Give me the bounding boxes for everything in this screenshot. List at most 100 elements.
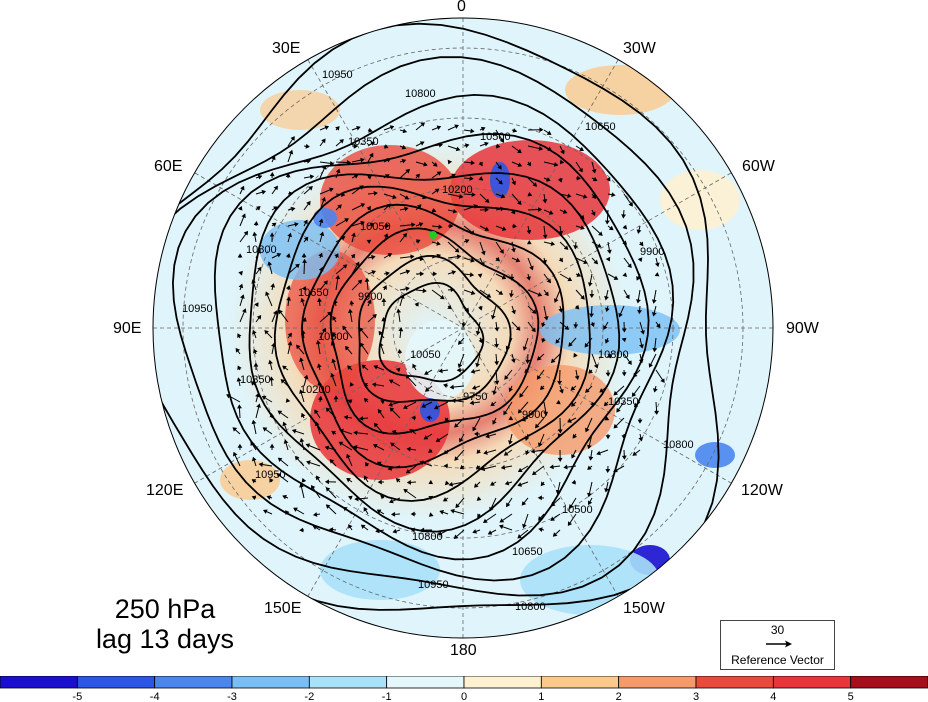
wind-vector-head xyxy=(354,496,359,502)
wind-vector-head xyxy=(498,524,504,530)
colorbar-tick-label: 3 xyxy=(693,691,699,702)
wind-vector-head xyxy=(538,527,543,532)
wind-vector-head xyxy=(269,232,275,237)
wind-vector-head xyxy=(350,253,356,259)
wind-vector-head xyxy=(301,253,307,258)
wind-vector-head xyxy=(389,407,395,412)
wind-vector-head xyxy=(627,360,632,365)
wind-vector-head xyxy=(534,423,540,429)
wind-vector-head xyxy=(321,138,326,144)
wind-vector-head xyxy=(558,257,563,263)
wind-vector-head xyxy=(564,325,570,330)
longitude-label-120e: 120E xyxy=(146,482,184,499)
wind-vector-head xyxy=(501,274,507,280)
wind-vector-head xyxy=(276,473,282,478)
wind-vector-head xyxy=(655,323,661,329)
wind-vector-head xyxy=(318,252,323,258)
wind-vector-head xyxy=(622,224,628,230)
wind-vector-head xyxy=(599,388,605,393)
wind-vector-head xyxy=(256,315,262,320)
wind-vector-head xyxy=(252,329,257,335)
wind-vector-head xyxy=(478,161,483,167)
wind-vector-head xyxy=(536,356,542,361)
wind-vector-head xyxy=(576,272,582,277)
wind-vector-head xyxy=(515,326,521,331)
wind-vector-head xyxy=(571,453,576,459)
wind-vector-head xyxy=(357,279,363,285)
wind-vector-head xyxy=(364,462,370,467)
wind-vector-head xyxy=(404,206,409,212)
longitude-label-120w: 120W xyxy=(741,482,783,499)
wind-vector-head xyxy=(391,430,397,435)
wind-vector-head xyxy=(457,340,463,345)
wind-vector-head xyxy=(285,253,291,258)
wind-vector-head xyxy=(621,214,627,219)
wind-vector-head xyxy=(390,511,396,517)
wind-vector-head xyxy=(321,197,326,202)
wind-vector-head xyxy=(436,171,442,176)
wind-vector-head xyxy=(355,261,360,267)
wind-vector-head xyxy=(557,380,562,385)
wind-vector-head xyxy=(334,253,339,258)
wind-vector-head xyxy=(428,479,434,485)
wind-vector-head xyxy=(306,460,311,465)
wind-vector-head xyxy=(424,370,429,375)
wind-vector-head xyxy=(378,330,384,336)
wind-vector-head xyxy=(252,231,258,237)
wind-vector-head xyxy=(398,327,404,332)
wind-vector-head xyxy=(282,494,287,500)
wind-vector-head xyxy=(587,282,593,287)
wind-vector-head xyxy=(470,160,475,166)
wind-vector-head xyxy=(399,294,405,299)
wind-vector-head xyxy=(546,278,551,284)
wind-vector-head xyxy=(257,174,263,180)
contour-label: 10500 xyxy=(318,331,349,343)
wind-vector-head xyxy=(606,249,612,254)
wind-vector-head xyxy=(385,271,390,276)
wind-vector-head xyxy=(251,279,256,284)
wind-vector-head xyxy=(616,407,621,413)
wind-vector-head xyxy=(270,283,276,288)
wind-vector-head xyxy=(456,254,462,260)
wind-vector-head xyxy=(363,475,369,481)
wind-vector-head xyxy=(419,460,424,466)
wind-vector-head xyxy=(332,332,337,338)
wind-vector-head xyxy=(490,314,496,320)
map-boundary xyxy=(152,17,774,639)
wind-vector-head xyxy=(410,254,415,260)
wind-vector-head xyxy=(310,485,316,490)
wind-vector-head xyxy=(557,457,563,462)
wind-vector-head xyxy=(550,501,556,507)
wind-vector-head xyxy=(263,509,268,514)
wind-vector-head xyxy=(605,435,611,440)
wind-vector-head xyxy=(396,308,402,313)
wind-vector-head xyxy=(490,481,495,486)
wind-vector-head xyxy=(455,146,461,152)
wind-vector-head xyxy=(243,230,249,236)
wind-vector-head xyxy=(369,152,374,158)
wind-vector-head xyxy=(288,191,294,197)
wind-vector-head xyxy=(237,365,242,371)
wind-vector-head xyxy=(587,465,592,470)
wind-vector-head xyxy=(455,503,460,509)
wind-vector-head xyxy=(580,295,585,300)
wind-vector-head xyxy=(363,383,368,388)
colorbar-tick-label: 2 xyxy=(616,691,622,702)
wind-vector-head xyxy=(371,382,377,388)
wind-vector-head xyxy=(327,311,332,317)
wind-vector-head xyxy=(435,437,441,442)
wind-vector-head xyxy=(319,231,325,237)
wind-vector-head xyxy=(269,477,274,483)
wind-vector-head xyxy=(509,276,515,281)
wind-vector-head xyxy=(454,124,459,129)
wind-vector-head xyxy=(637,309,643,315)
wind-vector-head xyxy=(470,128,475,134)
wind-vector-head xyxy=(269,412,275,418)
wind-vector-head xyxy=(335,126,340,131)
wind-vector-head xyxy=(253,362,259,367)
wind-vector-head xyxy=(633,402,639,408)
wind-vector-head xyxy=(621,337,627,343)
colorbar-tick-label: -3 xyxy=(227,691,237,702)
wind-vector-head xyxy=(483,450,488,455)
wind-vector-head xyxy=(360,524,366,530)
